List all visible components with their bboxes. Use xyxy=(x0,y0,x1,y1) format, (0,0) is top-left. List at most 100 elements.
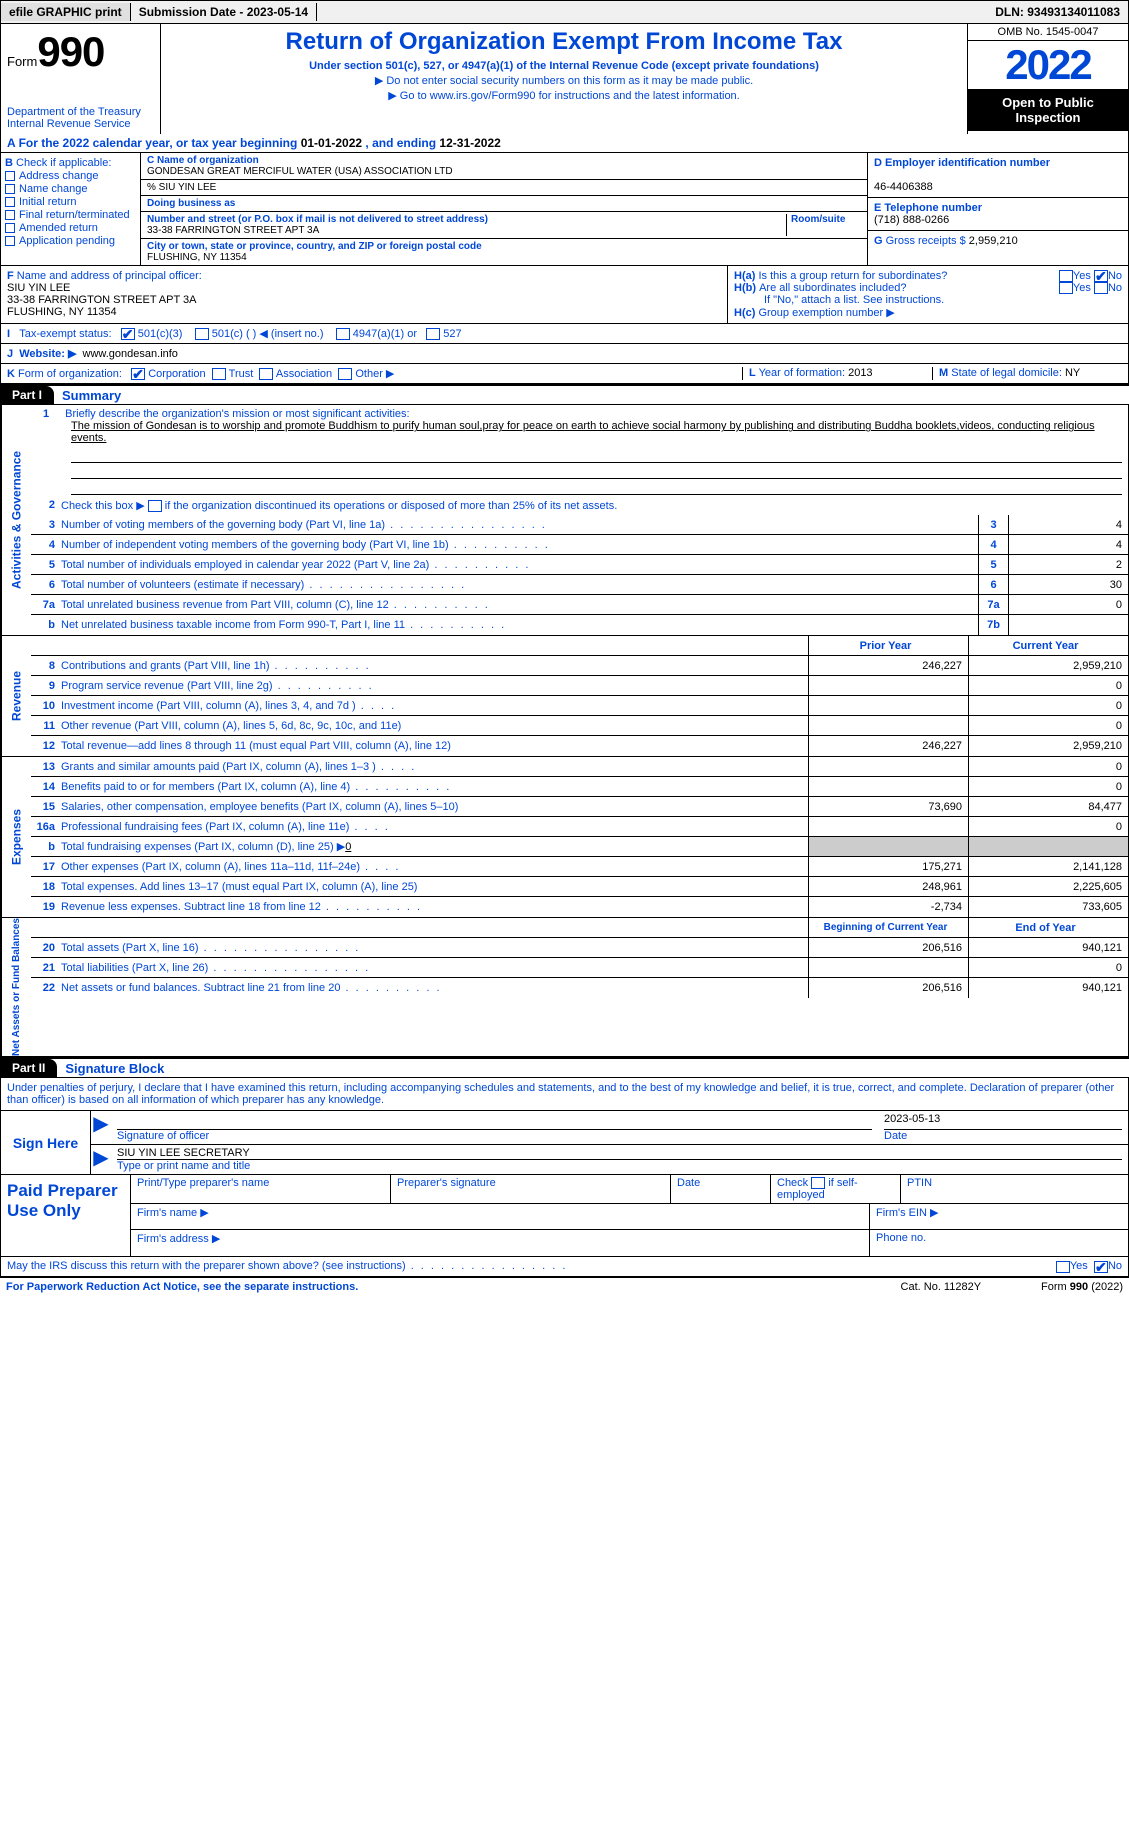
part2-header: Part II Signature Block xyxy=(0,1057,1129,1078)
val-12-py: 246,227 xyxy=(808,736,968,756)
checkbox-amended[interactable] xyxy=(5,223,15,233)
form-title: Return of Organization Exempt From Incom… xyxy=(167,28,961,56)
sign-date: 2023-05-13 xyxy=(884,1113,1122,1129)
line-k-l-m: K Form of organization: Corporation Trus… xyxy=(1,363,1128,383)
val-9-cy: 0 xyxy=(968,676,1128,695)
val-8-py: 246,227 xyxy=(808,656,968,675)
part1-net-assets: Net Assets or Fund Balances Beginning of… xyxy=(0,918,1129,1057)
form-number: 990 xyxy=(37,28,104,75)
street-address: 33-38 FARRINGTON STREET APT 3A xyxy=(147,225,319,236)
val-18-py: 248,961 xyxy=(808,877,968,896)
val-17-cy: 2,141,128 xyxy=(968,857,1128,876)
val-4: 4 xyxy=(1008,535,1128,554)
side-activities: Activities & Governance xyxy=(1,405,31,635)
val-20-cy: 940,121 xyxy=(968,938,1128,957)
checkbox-discuss-no[interactable] xyxy=(1094,1261,1108,1273)
val-14-cy: 0 xyxy=(968,777,1128,796)
penalty-statement: Under penalties of perjury, I declare th… xyxy=(1,1078,1128,1111)
val-10-cy: 0 xyxy=(968,696,1128,715)
gross-receipts: 2,959,210 xyxy=(969,235,1018,247)
telephone: (718) 888-0266 xyxy=(874,214,949,226)
website: www.gondesan.info xyxy=(83,348,178,360)
box-c: C Name of organization GONDESAN GREAT ME… xyxy=(141,153,868,265)
val-15-py: 73,690 xyxy=(808,797,968,816)
irs-discuss: May the IRS discuss this return with the… xyxy=(1,1256,1128,1275)
dept-treasury: Department of the Treasury xyxy=(7,106,154,118)
part1-activities-governance: Activities & Governance 1Briefly describ… xyxy=(0,405,1129,636)
arrow-icon: ▶ xyxy=(91,1111,111,1144)
form-subtitle-1: Under section 501(c), 527, or 4947(a)(1)… xyxy=(167,60,961,72)
line-j: J Website: ▶ www.gondesan.info xyxy=(1,343,1128,363)
submission-date: Submission Date - 2023-05-14 xyxy=(131,3,317,21)
care-of: % SIU YIN LEE xyxy=(147,182,216,193)
checkbox-hb-no[interactable] xyxy=(1094,282,1108,294)
val-17-py: 175,271 xyxy=(808,857,968,876)
checkbox-501c[interactable] xyxy=(195,328,209,340)
checkbox-assoc[interactable] xyxy=(259,368,273,380)
mission-text: The mission of Gondesan is to worship an… xyxy=(71,420,1095,444)
checkbox-line2[interactable] xyxy=(148,500,162,512)
checkbox-self-employed[interactable] xyxy=(811,1177,825,1189)
side-net-assets: Net Assets or Fund Balances xyxy=(1,918,31,1056)
arrow-icon: ▶ xyxy=(91,1145,111,1174)
checkbox-final-return[interactable] xyxy=(5,210,15,220)
part1-header: Part I Summary xyxy=(0,384,1129,405)
form-subtitle-3: ▶ Go to www.irs.gov/Form990 for instruct… xyxy=(167,89,961,102)
part1-revenue: Revenue Prior YearCurrent Year 8Contribu… xyxy=(0,636,1129,757)
signature-block: Under penalties of perjury, I declare th… xyxy=(0,1078,1129,1276)
checkbox-trust[interactable] xyxy=(212,368,226,380)
val-6: 30 xyxy=(1008,575,1128,594)
line-i: I Tax-exempt status: 501(c)(3) 501(c) ( … xyxy=(1,323,1128,343)
val-12-cy: 2,959,210 xyxy=(968,736,1128,756)
dln: DLN: 93493134011083 xyxy=(987,3,1128,21)
val-3: 4 xyxy=(1008,515,1128,534)
org-name: GONDESAN GREAT MERCIFUL WATER (USA) ASSO… xyxy=(147,166,453,177)
officer-name-title: SIU YIN LEE SECRETARY xyxy=(117,1147,1122,1159)
checkbox-address-change[interactable] xyxy=(5,171,15,181)
checkbox-other[interactable] xyxy=(338,368,352,380)
val-18-cy: 2,225,605 xyxy=(968,877,1128,896)
form-header: Form990 Department of the Treasury Inter… xyxy=(0,24,1129,134)
ein: 46-4406388 xyxy=(874,181,933,193)
section-a: A For the 2022 calendar year, or tax yea… xyxy=(0,134,1129,384)
checkbox-ha-no[interactable] xyxy=(1094,270,1108,282)
val-19-cy: 733,605 xyxy=(968,897,1128,917)
val-19-py: -2,734 xyxy=(808,897,968,917)
irs-link[interactable]: www.irs.gov/Form990 xyxy=(430,90,536,102)
val-15-cy: 84,477 xyxy=(968,797,1128,816)
box-b: B Check if applicable: Address change Na… xyxy=(1,153,141,265)
val-22-cy: 940,121 xyxy=(968,978,1128,998)
checkbox-501c3[interactable] xyxy=(121,328,135,340)
checkbox-4947[interactable] xyxy=(336,328,350,340)
box-f: F Name and address of principal officer:… xyxy=(1,266,728,323)
checkbox-initial-return[interactable] xyxy=(5,197,15,207)
val-22-py: 206,516 xyxy=(808,978,968,998)
checkbox-discuss-yes[interactable] xyxy=(1056,1261,1070,1273)
val-5: 2 xyxy=(1008,555,1128,574)
checkbox-app-pending[interactable] xyxy=(5,236,15,246)
box-h: H(a) Is this a group return for subordin… xyxy=(728,266,1128,323)
val-20-py: 206,516 xyxy=(808,938,968,957)
checkbox-hb-yes[interactable] xyxy=(1059,282,1073,294)
checkbox-corp[interactable] xyxy=(131,368,145,380)
val-7b xyxy=(1008,615,1128,635)
line-a: A For the 2022 calendar year, or tax yea… xyxy=(1,134,1128,152)
top-bar: efile GRAPHIC print Submission Date - 20… xyxy=(0,0,1129,24)
val-13-cy: 0 xyxy=(968,757,1128,776)
checkbox-ha-yes[interactable] xyxy=(1059,270,1073,282)
form-subtitle-2: ▶ Do not enter social security numbers o… xyxy=(167,74,961,87)
form-word: Form xyxy=(7,54,37,69)
checkbox-527[interactable] xyxy=(426,328,440,340)
part1-expenses: Expenses 13Grants and similar amounts pa… xyxy=(0,757,1129,918)
side-revenue: Revenue xyxy=(1,636,31,756)
irs-label: Internal Revenue Service xyxy=(7,118,154,130)
omb-number: OMB No. 1545-0047 xyxy=(968,24,1128,41)
efile-print-button[interactable]: efile GRAPHIC print xyxy=(1,3,131,21)
checkbox-name-change[interactable] xyxy=(5,184,15,194)
side-expenses: Expenses xyxy=(1,757,31,917)
val-8-cy: 2,959,210 xyxy=(968,656,1128,675)
val-21-cy: 0 xyxy=(968,958,1128,977)
val-7a: 0 xyxy=(1008,595,1128,614)
paid-preparer: Paid Preparer Use Only Print/Type prepar… xyxy=(1,1174,1128,1256)
city-state-zip: FLUSHING, NY 11354 xyxy=(147,252,247,263)
